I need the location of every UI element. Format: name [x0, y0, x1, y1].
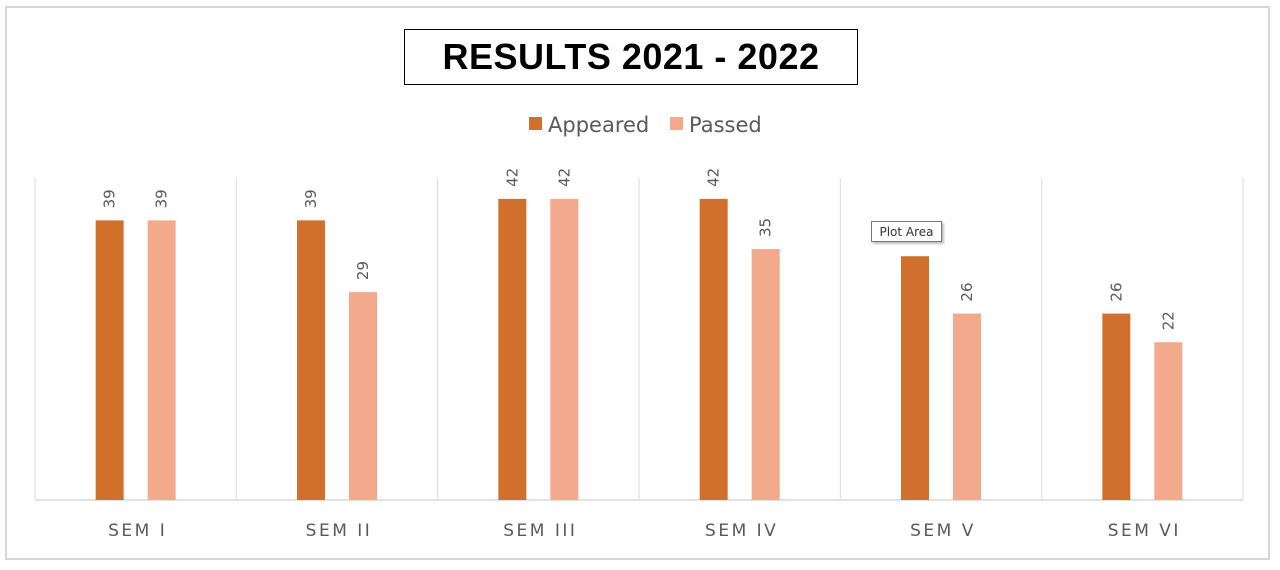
chart-frame [5, 6, 1270, 560]
bar-passed[interactable] [349, 292, 377, 500]
chart-title: RESULTS 2021 - 2022 [404, 29, 858, 85]
data-label-passed: 29 [354, 261, 372, 280]
data-label-passed: 26 [958, 282, 976, 301]
category-label: SEM V [910, 521, 976, 541]
data-label-appeared: 42 [705, 168, 723, 187]
legend-label-passed: Passed [689, 113, 762, 137]
bar-passed[interactable] [147, 220, 176, 500]
bar-passed[interactable] [550, 198, 579, 501]
data-label-passed: 22 [1159, 311, 1177, 330]
legend-label-appeared: Appeared [548, 113, 649, 137]
data-label-appeared: 26 [1107, 282, 1125, 301]
legend-swatch-passed [670, 117, 683, 130]
bar-appeared[interactable] [95, 220, 124, 500]
bar-appeared[interactable] [901, 256, 929, 500]
bar-appeared[interactable] [699, 198, 728, 501]
bar-passed[interactable] [751, 249, 780, 500]
category-label: SEM III [503, 521, 577, 541]
category-label: SEM VI [1108, 521, 1181, 541]
data-label-appeared: 39 [302, 189, 320, 208]
data-label-appeared: 39 [101, 189, 119, 208]
data-label-passed: 35 [757, 218, 775, 237]
category-label: SEM I [108, 521, 167, 541]
bar-appeared[interactable] [297, 220, 325, 500]
data-label-passed: 42 [555, 168, 573, 187]
legend-swatch-appeared [529, 117, 542, 130]
category-label: SEM IV [705, 521, 778, 541]
data-label-appeared: 42 [503, 168, 521, 187]
bar-appeared[interactable] [1102, 313, 1131, 500]
bar-appeared[interactable] [498, 198, 527, 501]
bar-passed[interactable] [1154, 342, 1183, 500]
data-label-passed: 39 [153, 189, 171, 208]
category-label: SEM II [306, 521, 373, 541]
plot-area-tooltip: Plot Area [871, 221, 942, 242]
bar-passed[interactable] [953, 313, 981, 500]
